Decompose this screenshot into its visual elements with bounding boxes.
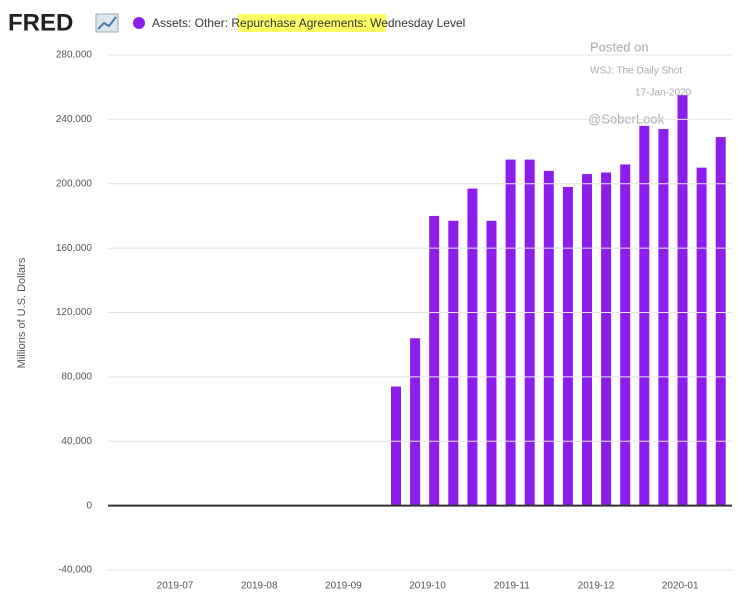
- bar: [601, 172, 612, 506]
- bar: [486, 220, 497, 506]
- x-tick-label: 2019-11: [494, 581, 530, 592]
- bar: [429, 215, 440, 506]
- x-tick-label: 2019-07: [157, 581, 194, 592]
- y-tick-label: 200,000: [56, 178, 93, 189]
- brand-icon: [95, 13, 119, 33]
- x-tick-label: 2019-10: [409, 581, 446, 592]
- legend-marker: [133, 17, 145, 29]
- bar: [582, 174, 592, 506]
- bar: [467, 188, 478, 506]
- y-tick-label: 160,000: [56, 243, 93, 254]
- y-axis-label: Millions of U.S. Dollars: [16, 257, 28, 368]
- bar: [543, 170, 554, 506]
- annotation: Posted on: [590, 39, 649, 54]
- bar: [448, 220, 459, 506]
- y-tick-label: -40,000: [58, 565, 92, 576]
- y-tick-label: 240,000: [56, 114, 93, 125]
- annotation: 17-Jan-2020: [635, 88, 692, 99]
- bar: [410, 338, 421, 506]
- bar: [715, 137, 726, 506]
- x-tick-label: 2019-09: [325, 581, 362, 592]
- legend-label: Assets: Other: Repurchase Agreements: We…: [152, 16, 465, 30]
- y-tick-label: 80,000: [61, 372, 92, 383]
- y-tick-label: 280,000: [56, 50, 93, 61]
- bar: [696, 167, 707, 506]
- y-tick-label: 0: [86, 500, 92, 511]
- bar: [639, 125, 650, 506]
- bar: [620, 164, 631, 506]
- x-tick-label: 2020-01: [662, 581, 699, 592]
- x-tick-label: 2019-12: [578, 581, 615, 592]
- highlight: [238, 14, 386, 32]
- bar: [505, 159, 516, 506]
- bar: [677, 95, 688, 506]
- bar: [562, 186, 573, 506]
- x-tick-label: 2019-08: [241, 581, 278, 592]
- bar: [524, 159, 535, 506]
- y-tick-label: 40,000: [61, 436, 92, 447]
- bar: [391, 386, 401, 506]
- brand: FRED: [8, 9, 73, 36]
- bar: [658, 129, 669, 506]
- annotation: WSJ: The Daily Shot: [590, 66, 682, 77]
- y-tick-label: 120,000: [56, 307, 93, 318]
